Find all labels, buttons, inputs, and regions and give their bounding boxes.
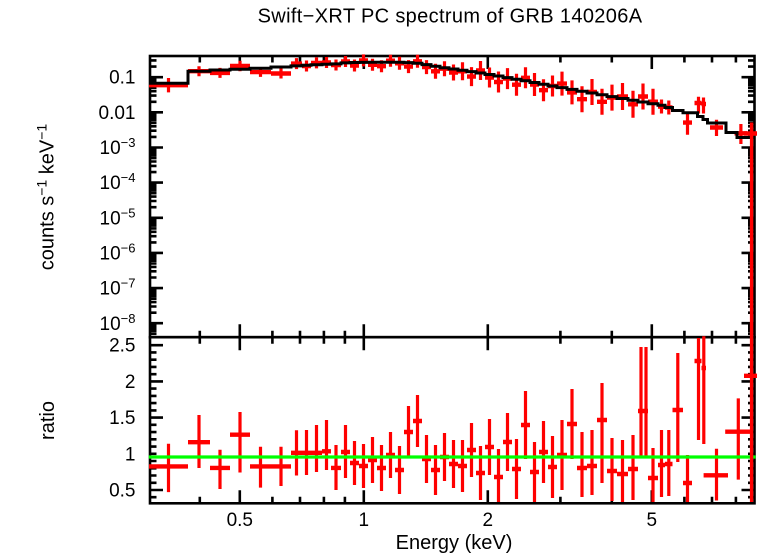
svg-text:Energy (keV): Energy (keV)	[396, 532, 513, 554]
svg-text:5: 5	[646, 510, 657, 531]
svg-text:1: 1	[359, 510, 370, 531]
svg-text:0.1: 0.1	[109, 68, 135, 89]
svg-text:0.5: 0.5	[227, 510, 253, 531]
svg-text:0.5: 0.5	[109, 481, 135, 502]
svg-text:2: 2	[483, 510, 494, 531]
svg-text:2.5: 2.5	[109, 336, 135, 357]
svg-text:counts s−1 keV−1: counts s−1 keV−1	[34, 124, 59, 271]
svg-text:2: 2	[125, 372, 136, 393]
svg-text:1: 1	[125, 444, 136, 465]
svg-text:0.01: 0.01	[99, 103, 136, 124]
svg-text:Swift−XRT PC spectrum of GRB 1: Swift−XRT PC spectrum of GRB 140206A	[258, 6, 643, 28]
svg-text:10−4: 10−4	[100, 170, 136, 194]
svg-text:1.5: 1.5	[109, 408, 135, 429]
svg-text:ratio: ratio	[37, 401, 59, 440]
